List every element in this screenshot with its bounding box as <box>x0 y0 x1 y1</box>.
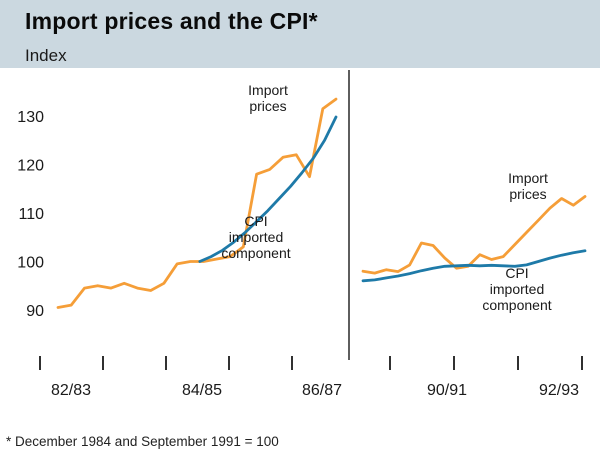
series-line-import-prices <box>56 97 338 309</box>
x-tick-label: 82/83 <box>51 382 91 399</box>
y-tick-label: 100 <box>17 255 44 272</box>
series-annotation: component <box>482 297 551 313</box>
chart-title: Import prices and the CPI* <box>25 8 318 34</box>
x-tick-label: 84/85 <box>182 382 222 399</box>
x-tick-label: 86/87 <box>302 382 342 399</box>
x-tick-label: 90/91 <box>427 382 467 399</box>
y-tick-label: 120 <box>17 158 44 175</box>
y-axis-unit-label: Index <box>25 46 67 65</box>
y-tick-label: 90 <box>26 303 44 320</box>
series-annotation: CPI <box>505 265 528 281</box>
series-annotation: prices <box>249 98 286 114</box>
y-tick-label: 110 <box>18 206 44 223</box>
series-annotation: prices <box>509 186 546 202</box>
series-line-import-prices <box>361 195 587 275</box>
series-annotation: CPI <box>244 213 267 229</box>
series-annotation: imported <box>229 229 283 245</box>
series-annotation: Import <box>508 170 548 186</box>
series-annotation: Import <box>248 82 288 98</box>
x-tick-label: 92/93 <box>539 382 579 399</box>
series-annotation: imported <box>490 281 544 297</box>
series-annotation: component <box>221 245 290 261</box>
series-line-cpi-imported-component <box>361 249 587 283</box>
y-tick-label: 130 <box>17 109 44 126</box>
title-band: Import prices and the CPI* Index <box>0 0 600 68</box>
series-line-cpi-imported-component <box>198 115 338 263</box>
chart-area: 90 100 110 120 130 82/83 84/85 86/87 Import price… <box>0 68 600 410</box>
footnote: * December 1984 and September 1991 = 100 <box>6 434 279 449</box>
